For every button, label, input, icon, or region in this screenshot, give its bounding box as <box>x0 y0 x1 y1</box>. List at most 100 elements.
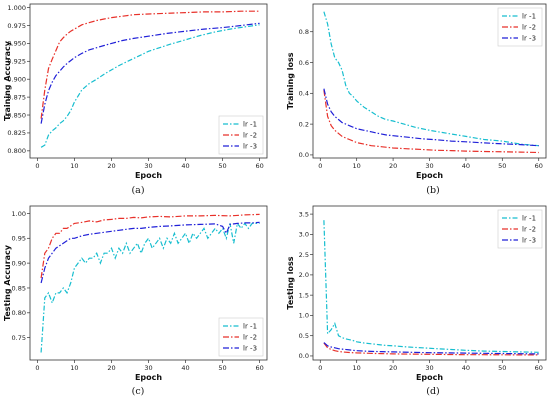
x-tick-label: 40 <box>181 364 189 372</box>
y-axis-label: Testing Accuracy <box>3 244 12 321</box>
legend: lr -1 lr -2 lr -3 <box>497 7 543 47</box>
chart-panel-d: 0 10 20 30 40 50 60 0.0 0.5 1.0 1.5 2.0 2.5 3.0 3.5 Epo… <box>286 205 547 397</box>
x-tick-label: 60 <box>535 364 543 372</box>
y-tick-label: 0.850 <box>7 111 26 119</box>
series-line-lr-1 <box>40 24 260 148</box>
x-tick-label: 60 <box>535 162 543 170</box>
panel-caption: (a) <box>131 185 144 196</box>
series-line-lr-3 <box>323 88 539 147</box>
y-tick-label: 3.5 <box>299 210 309 218</box>
y-tick-label: 0.800 <box>7 147 26 155</box>
legend-label: lr -2 <box>522 226 536 234</box>
legend-label: lr -1 <box>522 215 536 223</box>
x-tick-label: 50 <box>218 162 226 170</box>
legend-label: lr -1 <box>243 323 257 331</box>
series-line-lr-3 <box>40 221 260 284</box>
y-tick-label: 2.0 <box>299 271 309 279</box>
x-tick-label: 20 <box>389 162 397 170</box>
x-tick-label: 60 <box>255 364 263 372</box>
series-group <box>40 10 260 148</box>
y-tick-label: 0.0 <box>299 151 309 159</box>
y-tick-label: 0.80 <box>12 309 26 317</box>
y-tick-label: 2.5 <box>299 251 309 259</box>
y-tick-label: 0.6 <box>299 59 309 67</box>
x-tick-label: 0 <box>35 364 39 372</box>
y-tick-label: 0.825 <box>7 129 26 137</box>
y-tick-label: 0.5 <box>299 332 309 340</box>
x-tick-label: 0 <box>318 162 322 170</box>
y-tick-label: 1.000 <box>7 4 26 12</box>
series-line-lr-3 <box>40 22 260 124</box>
panel-caption: (b) <box>426 185 440 196</box>
legend: lr -1 lr -2 lr -3 <box>218 115 264 155</box>
x-tick-label: 40 <box>462 364 470 372</box>
y-axis-label: Training loss <box>286 52 295 109</box>
y-tick-label: 0.8 <box>299 28 309 36</box>
y-tick-label: 0.75 <box>12 334 26 342</box>
y-tick-label: 0.85 <box>12 284 26 292</box>
series-group <box>323 220 539 356</box>
x-tick-label: 40 <box>181 162 189 170</box>
y-axis-label: Training Accuracy <box>3 40 12 121</box>
x-tick-label: 50 <box>498 162 506 170</box>
series-line-lr-2 <box>323 342 539 356</box>
y-tick-label: 0.875 <box>7 93 26 101</box>
series-line-lr-1 <box>40 221 260 353</box>
x-tick-label: 50 <box>498 364 506 372</box>
legend-label: lr -2 <box>522 24 536 32</box>
series-group <box>40 213 260 353</box>
x-tick-label: 10 <box>70 364 78 372</box>
legend-label: lr -3 <box>243 345 257 353</box>
series-line-lr-3 <box>323 342 539 355</box>
legend-label: lr -1 <box>243 121 257 129</box>
series-line-lr-2 <box>40 213 260 279</box>
series-group <box>323 11 539 154</box>
x-tick-label: 30 <box>144 162 152 170</box>
y-tick-label: 0.2 <box>299 120 309 128</box>
x-tick-label: 10 <box>353 162 361 170</box>
panel-caption: (c) <box>132 386 145 397</box>
x-axis-label: Epoch <box>416 373 443 382</box>
x-axis-label: Epoch <box>135 171 162 180</box>
y-tick-label: 1.5 <box>299 291 309 299</box>
y-tick-label: 0.4 <box>299 90 309 98</box>
chart-panel-b: 0 10 20 30 40 50 60 0.0 0.2 0.4 0.6 0.8 Epoch Trainin… <box>286 3 547 196</box>
y-tick-label: 0.95 <box>12 235 26 243</box>
x-tick-label: 60 <box>255 162 263 170</box>
y-tick-label: 0.925 <box>7 58 26 66</box>
chart-panel-a: 0 10 20 30 40 50 60 0.800 0.825 0.850 0.875 0.900 0.… <box>3 3 268 196</box>
series-line-lr-2 <box>40 10 260 119</box>
x-tick-label: 50 <box>218 364 226 372</box>
x-axis-label: Epoch <box>416 171 443 180</box>
series-line-lr-1 <box>323 220 539 353</box>
x-tick-label: 0 <box>318 364 322 372</box>
legend-label: lr -2 <box>243 132 257 140</box>
legend: lr -1 lr -2 lr -3 <box>497 209 543 249</box>
y-tick-label: 3.0 <box>299 231 309 239</box>
legend-label: lr -3 <box>522 237 536 245</box>
x-tick-label: 30 <box>144 364 152 372</box>
x-tick-label: 10 <box>70 162 78 170</box>
legend-label: lr -2 <box>243 334 257 342</box>
y-tick-label: 0.900 <box>7 76 26 84</box>
y-axis-label: Testing loss <box>286 256 295 309</box>
x-tick-label: 20 <box>107 162 115 170</box>
x-tick-label: 10 <box>353 364 361 372</box>
x-tick-label: 40 <box>462 162 470 170</box>
legend: lr -1 lr -2 lr -3 <box>218 317 264 357</box>
y-tick-label: 0.0 <box>299 352 309 360</box>
chart-panel-c: 0 10 20 30 40 50 60 0.75 0.80 0.85 0.90 0.95 1.00 Epo… <box>3 205 268 397</box>
legend-label: lr -1 <box>522 13 536 21</box>
y-tick-label: 0.975 <box>7 22 26 30</box>
legend-label: lr -3 <box>522 35 536 43</box>
x-axis-label: Epoch <box>135 373 162 382</box>
x-tick-label: 30 <box>425 364 433 372</box>
x-tick-label: 20 <box>389 364 397 372</box>
y-tick-label: 1.00 <box>12 210 26 218</box>
y-tick-label: 0.90 <box>12 259 26 267</box>
x-tick-label: 0 <box>35 162 39 170</box>
y-tick-label: 1.0 <box>299 312 309 320</box>
legend-label: lr -3 <box>243 143 257 151</box>
y-tick-label: 0.950 <box>7 40 26 48</box>
